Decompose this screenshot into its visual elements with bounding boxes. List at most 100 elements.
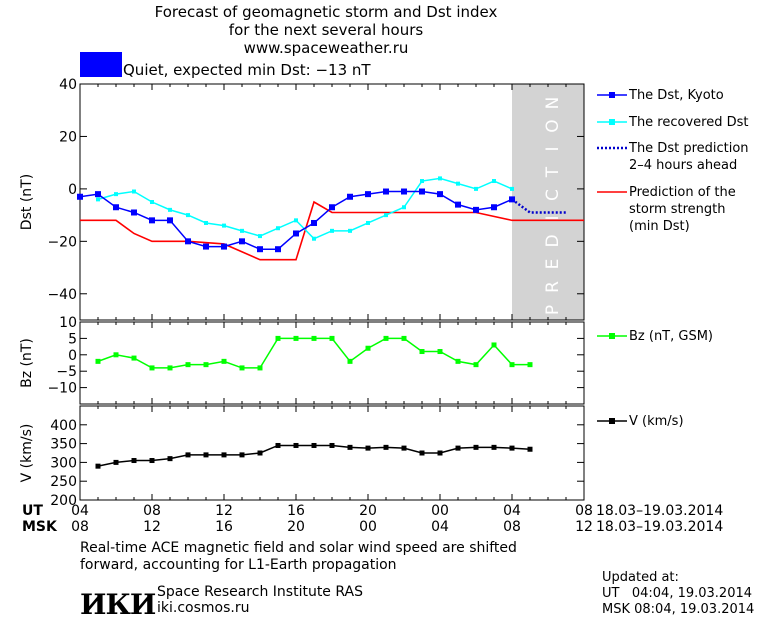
dst-plot-frame <box>79 83 585 321</box>
bz-point <box>131 355 137 361</box>
kyoto-dst-point <box>275 246 281 253</box>
updated-ut: UT 04:04, 19.03.2014 <box>602 586 753 601</box>
recovered-dst-point <box>384 213 388 218</box>
ut-tick-label: 12 <box>215 503 233 519</box>
iki-logo: ИКИ <box>80 588 156 621</box>
bz-point <box>401 335 407 341</box>
legend-storm-text: Prediction of the <box>629 185 736 200</box>
storm-strength-line <box>80 200 584 261</box>
v-plot-frame <box>79 405 585 501</box>
legend: The Dst, Kyoto The recovered Dst The Dst p… <box>597 88 749 429</box>
ut-tick-label: 04 <box>503 503 521 519</box>
v-point <box>509 445 515 451</box>
bz-point <box>185 362 191 368</box>
bz-point <box>239 365 245 371</box>
recovered-dst-point <box>366 220 370 225</box>
kyoto-dst-point <box>239 238 245 245</box>
institute-name: Space Research Institute RAS <box>157 584 363 600</box>
bz-y-tick-label: 10 <box>59 315 77 331</box>
ut-tick-label: 08 <box>575 503 593 519</box>
kyoto-dst-point <box>383 188 389 195</box>
bz-plot-frame <box>79 321 585 405</box>
kyoto-dst-point <box>77 193 83 200</box>
chart-title-link[interactable]: www.spaceweather.ru <box>243 39 409 57</box>
prediction-zone <box>512 84 584 320</box>
bz-point <box>257 365 263 371</box>
recovered-dst-point <box>348 228 352 233</box>
legend-storm-text: (min Dst) <box>629 219 690 234</box>
recovered-dst-point <box>168 207 172 212</box>
recovered-dst-point <box>330 228 334 233</box>
kyoto-dst-point <box>167 217 173 224</box>
bz-point <box>455 358 461 364</box>
v-point <box>113 459 119 465</box>
chart-title-line-1: Forecast of geomagnetic storm and Dst in… <box>154 3 498 21</box>
kyoto-dst-point <box>113 204 119 211</box>
msk-tick-label: 12 <box>575 519 593 535</box>
bz-point <box>473 362 479 368</box>
prediction-label-char: T <box>543 166 563 178</box>
legend-bz-text: Bz (nT, GSM) <box>629 329 713 344</box>
prediction-label-char: R <box>543 281 563 293</box>
dst-y-tick-label: −20 <box>47 234 77 250</box>
msk-tick-label: 12 <box>143 519 161 535</box>
kyoto-dst-point <box>455 201 461 208</box>
recovered-dst-point <box>150 200 154 204</box>
recovered-dst-point <box>96 197 100 202</box>
ut-tick-label: 08 <box>143 503 161 519</box>
kyoto-dst-point <box>221 243 227 250</box>
kyoto-dst-point <box>437 191 443 198</box>
recovered-dst-line <box>97 177 513 240</box>
kyoto-dst-point <box>491 204 497 211</box>
bz-point <box>437 349 443 355</box>
msk-tick-label: 08 <box>503 519 521 535</box>
kyoto-dst-point <box>185 238 191 245</box>
institute-site-link[interactable]: iki.cosmos.ru <box>157 600 250 616</box>
v-point <box>131 458 137 464</box>
v-point <box>95 463 101 469</box>
v-point <box>185 452 191 458</box>
legend-v-marker <box>609 418 615 424</box>
v-point <box>149 458 155 464</box>
bz-point <box>293 335 299 341</box>
msk-tick-label: 20 <box>287 519 305 535</box>
v-point <box>167 456 173 462</box>
v-point <box>419 450 425 456</box>
recovered-dst-point <box>222 223 226 228</box>
status-color-box <box>80 52 122 77</box>
v-point <box>347 444 353 450</box>
chart-title-line-2: for the next several hours <box>228 21 424 39</box>
msk-tick-label: 00 <box>359 519 377 535</box>
v-panel: 400 350 300 250 200 V (km/s) <box>19 405 585 509</box>
recovered-dst-point <box>402 205 406 210</box>
msk-label: MSK <box>22 519 58 535</box>
dst-y-tick-label: 20 <box>59 129 77 145</box>
bz-point <box>275 335 281 341</box>
recovered-dst-point <box>474 186 478 191</box>
bz-y-tick-label: 0 <box>68 348 77 364</box>
v-point <box>383 444 389 450</box>
prediction-label-char: N <box>543 97 563 110</box>
msk-tick-label: 08 <box>71 519 89 535</box>
bz-y-tick-label: 5 <box>68 331 77 347</box>
recovered-dst-point <box>240 228 244 233</box>
bz-point <box>203 362 209 368</box>
bz-point <box>113 352 119 358</box>
prediction-label-char: E <box>543 259 563 270</box>
recovered-dst-point <box>438 176 442 181</box>
prediction-label-char: P <box>543 305 563 315</box>
kyoto-dst-point <box>95 191 101 198</box>
ut-tick-label: 04 <box>71 503 89 519</box>
bz-point <box>149 365 155 371</box>
v-y-tick-label: 400 <box>50 418 77 434</box>
legend-prediction-text: The Dst prediction <box>628 141 749 156</box>
recovered-dst-point <box>294 218 298 223</box>
ut-tick-label: 16 <box>287 503 305 519</box>
v-point <box>311 442 317 448</box>
v-axis-label: V (km/s) <box>19 424 35 483</box>
bz-point <box>527 362 533 368</box>
legend-v-text: V (km/s) <box>629 414 684 429</box>
